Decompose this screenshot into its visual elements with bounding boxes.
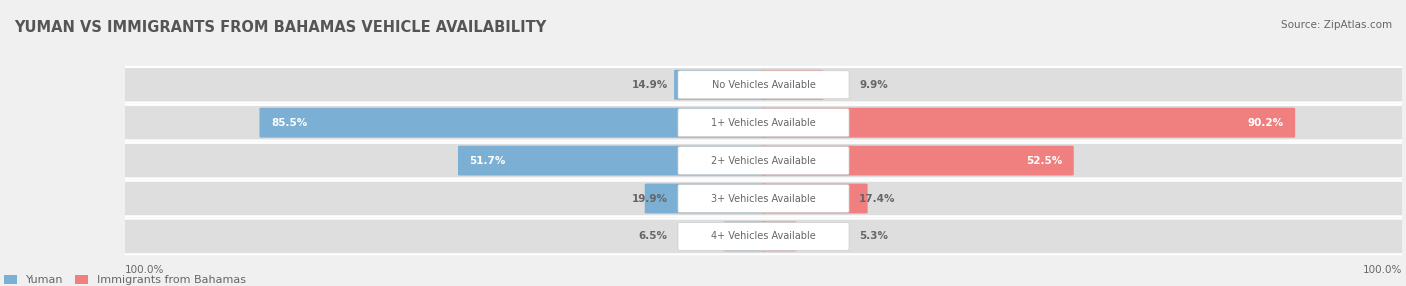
- Text: 100.0%: 100.0%: [125, 265, 165, 275]
- Text: 9.9%: 9.9%: [859, 80, 889, 90]
- Text: 6.5%: 6.5%: [638, 231, 668, 241]
- FancyBboxPatch shape: [678, 223, 849, 251]
- FancyBboxPatch shape: [678, 71, 849, 99]
- Text: 5.3%: 5.3%: [859, 231, 889, 241]
- Text: 51.7%: 51.7%: [470, 156, 506, 166]
- Text: 14.9%: 14.9%: [631, 80, 668, 90]
- Legend: Yuman, Immigrants from Bahamas: Yuman, Immigrants from Bahamas: [4, 275, 246, 285]
- Text: 90.2%: 90.2%: [1247, 118, 1284, 128]
- Text: 100.0%: 100.0%: [1362, 265, 1402, 275]
- Text: 52.5%: 52.5%: [1026, 156, 1063, 166]
- Text: 2+ Vehicles Available: 2+ Vehicles Available: [711, 156, 815, 166]
- FancyBboxPatch shape: [645, 184, 765, 213]
- FancyBboxPatch shape: [458, 146, 765, 176]
- Text: Source: ZipAtlas.com: Source: ZipAtlas.com: [1281, 20, 1392, 30]
- FancyBboxPatch shape: [122, 67, 1405, 102]
- FancyBboxPatch shape: [678, 184, 849, 212]
- FancyBboxPatch shape: [762, 108, 1295, 138]
- Text: 4+ Vehicles Available: 4+ Vehicles Available: [711, 231, 815, 241]
- FancyBboxPatch shape: [678, 109, 849, 137]
- Text: 3+ Vehicles Available: 3+ Vehicles Available: [711, 194, 815, 204]
- FancyBboxPatch shape: [122, 143, 1405, 178]
- FancyBboxPatch shape: [122, 105, 1405, 140]
- FancyBboxPatch shape: [724, 221, 765, 251]
- FancyBboxPatch shape: [678, 147, 849, 174]
- FancyBboxPatch shape: [762, 70, 824, 100]
- FancyBboxPatch shape: [762, 146, 1074, 176]
- FancyBboxPatch shape: [762, 221, 797, 251]
- FancyBboxPatch shape: [260, 108, 765, 138]
- Text: 85.5%: 85.5%: [271, 118, 308, 128]
- Text: 17.4%: 17.4%: [859, 194, 896, 204]
- FancyBboxPatch shape: [122, 219, 1405, 254]
- FancyBboxPatch shape: [673, 70, 765, 100]
- Text: YUMAN VS IMMIGRANTS FROM BAHAMAS VEHICLE AVAILABILITY: YUMAN VS IMMIGRANTS FROM BAHAMAS VEHICLE…: [14, 20, 547, 35]
- Text: 19.9%: 19.9%: [631, 194, 668, 204]
- Text: 1+ Vehicles Available: 1+ Vehicles Available: [711, 118, 815, 128]
- Text: No Vehicles Available: No Vehicles Available: [711, 80, 815, 90]
- FancyBboxPatch shape: [122, 181, 1405, 216]
- FancyBboxPatch shape: [762, 184, 868, 213]
